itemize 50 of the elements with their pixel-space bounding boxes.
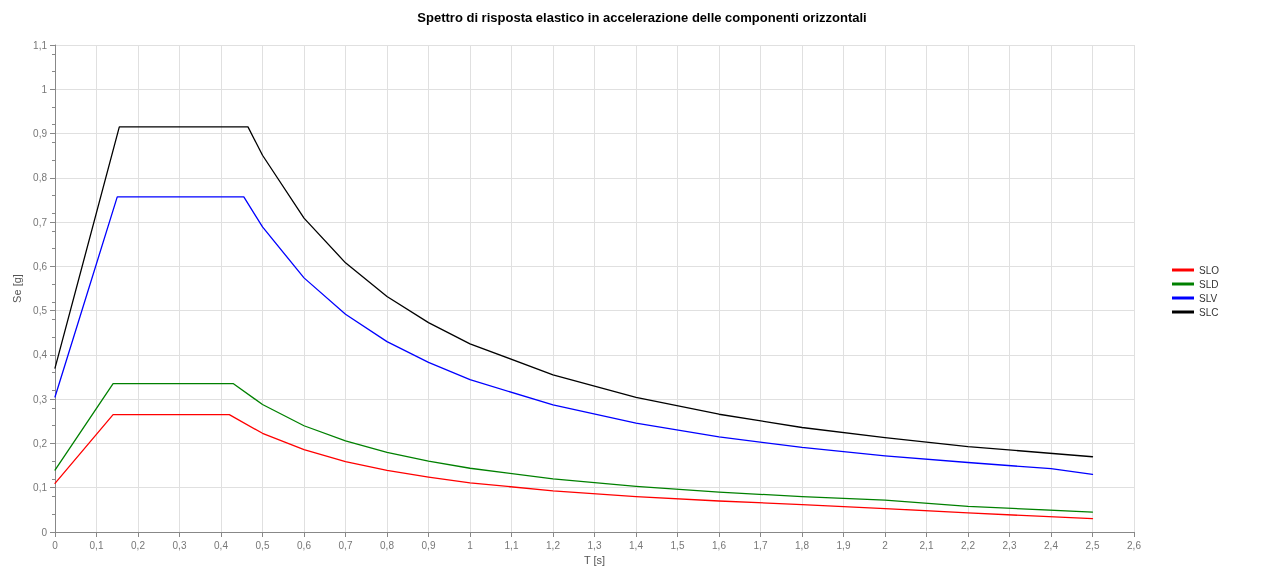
x-tick-label: 1,2 [546, 539, 561, 551]
line-series [54, 414, 1094, 520]
x-tick-label: 1,5 [670, 539, 685, 551]
x-tick-label: 0,3 [172, 539, 187, 551]
x-tick-label: 0,9 [421, 539, 436, 551]
chart-title: Spettro di risposta elastico in accelerazione delle componenti orizzontali [417, 10, 867, 25]
y-tick-label: 0,6 [33, 260, 48, 272]
x-tick-label: 2 [882, 539, 889, 551]
y-tick-label: 0,1 [33, 482, 48, 494]
legend-label: SLO [1198, 264, 1220, 276]
x-tick-label: 2,4 [1044, 539, 1059, 551]
x-tick-label: 1,4 [629, 539, 644, 551]
legend-label: SLV [1198, 292, 1218, 304]
x-tick-label: 0,8 [380, 539, 395, 551]
x-tick-label: 1,7 [753, 539, 768, 551]
y-axis-title: Se [g] [10, 274, 23, 303]
x-tick-label: 0,4 [214, 539, 229, 551]
y-tick-label: 0 [41, 526, 48, 538]
legend-label: SLD [1198, 278, 1219, 290]
y-tick-label: 0,3 [33, 393, 48, 405]
x-tick-label: 2,1 [919, 539, 934, 551]
x-tick-label: 0,5 [255, 539, 270, 551]
x-tick-label: 2,3 [1002, 539, 1017, 551]
x-tick-label: 1,8 [795, 539, 810, 551]
line-series [54, 196, 1094, 476]
y-tick-label: 1,1 [33, 39, 48, 51]
y-tick-label: 0,4 [33, 349, 48, 361]
x-tick-label: 2,2 [961, 539, 976, 551]
x-tick-label: 1 [467, 539, 474, 551]
y-tick-label: 0,2 [33, 437, 48, 449]
line-series [54, 126, 1094, 458]
x-tick-label: 0,6 [297, 539, 312, 551]
x-tick-label: 1,6 [712, 539, 727, 551]
x-tick-label: 0,1 [89, 539, 104, 551]
x-tick-label: 0 [52, 539, 59, 551]
x-tick-label: 0,7 [338, 539, 353, 551]
x-tick-label: 1,9 [836, 539, 851, 551]
y-tick-label: 0,9 [33, 128, 48, 140]
y-tick-label: 0,5 [33, 305, 48, 317]
x-tick-label: 2,5 [1085, 539, 1100, 551]
x-tick-label: 1,3 [587, 539, 602, 551]
y-tick-label: 1 [41, 83, 48, 95]
line-series [54, 383, 1094, 513]
x-tick-label: 0,2 [131, 539, 146, 551]
legend-label: SLC [1198, 306, 1219, 318]
x-tick-label: 2,6 [1127, 539, 1142, 551]
x-axis-title: T [s] [583, 554, 606, 567]
y-tick-label: 0,8 [33, 172, 48, 184]
x-tick-label: 1,1 [504, 539, 519, 551]
y-tick-label: 0,7 [33, 216, 48, 228]
